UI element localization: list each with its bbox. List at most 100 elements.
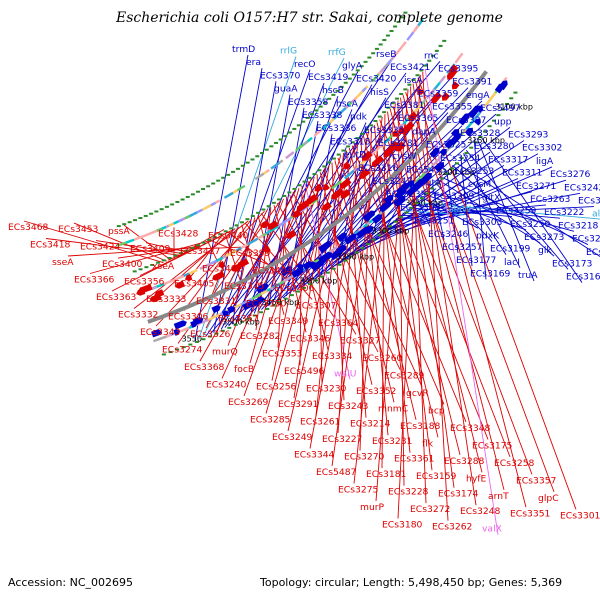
feature-block [313, 128, 323, 137]
gene-label: ECs3365 [398, 113, 439, 124]
cds-dot [343, 259, 348, 262]
cds-dot [287, 131, 292, 134]
feature-block [201, 204, 212, 211]
gene-label: ECs3250 [510, 219, 551, 230]
cds-dot [178, 252, 183, 255]
reverse-gene-arrow [398, 126, 407, 134]
cds-dot [201, 241, 206, 244]
feature-block [270, 161, 280, 170]
cds-dot [259, 151, 264, 154]
gene-label: rseB [376, 49, 397, 60]
reverse-gene-arrow [359, 168, 371, 179]
cds-dot [295, 290, 300, 293]
gene-label: ECs3328 [460, 128, 501, 139]
feature-block [425, 88, 436, 100]
leader-line [405, 91, 555, 493]
gene-label: ECs3318 [330, 136, 371, 147]
gene-label: engA [466, 90, 490, 101]
leader-line [211, 226, 239, 296]
cds-dot [327, 97, 332, 100]
leader-line [331, 116, 383, 467]
feature-block [124, 238, 135, 245]
kbp-tick: 3350 kbp [336, 253, 374, 262]
kbp-tick: 3200 kbp [437, 168, 475, 177]
cds-dot [423, 64, 428, 67]
kbp-tick-labels: 3550 3500 kbp 3450 kbp 3400 kbp 3350 kbp 3300… [182, 102, 533, 343]
cds-dot [360, 247, 365, 250]
cds-dot [308, 283, 313, 286]
gene-label: ECs3308 [400, 202, 441, 213]
reverse-gene-arrow [260, 220, 270, 229]
cds-dot [138, 217, 143, 220]
cds-dot [373, 119, 378, 122]
cds-dot [313, 279, 318, 282]
gene-label: murQ [212, 347, 238, 358]
reverse-gene-arrow [267, 220, 279, 230]
reverse-gene-arrow [431, 91, 442, 104]
feature-block [356, 158, 368, 169]
gene-label: ECs3280 [474, 141, 515, 152]
gene-label: walU [334, 368, 356, 379]
cds-dot [132, 270, 137, 273]
gene-label: alaW [448, 204, 471, 215]
cds-dot [385, 34, 390, 37]
leader-line [133, 220, 249, 309]
gene-label: hisS [370, 87, 389, 98]
forward-gene-arrow [151, 329, 162, 338]
gene-label: ECs3214 [350, 419, 391, 430]
gene-label: ECs3370 [260, 70, 301, 81]
cds-dot [367, 56, 372, 59]
gene-label: ECs3249 [272, 432, 313, 443]
cds-dot [322, 165, 327, 168]
cds-dot [331, 267, 336, 270]
cds-dot [500, 108, 505, 111]
cds-dot [404, 211, 409, 214]
cds-dot [491, 119, 496, 122]
cds-dot [349, 255, 354, 258]
forward-gene-arrow [311, 259, 325, 272]
leader-line [337, 140, 359, 434]
leader-line [89, 238, 216, 274]
leader-line [412, 83, 477, 506]
cds-dot [378, 43, 383, 46]
cds-dot [434, 49, 439, 52]
feature-block [454, 52, 464, 64]
forward-gene-arrow [371, 214, 383, 225]
forward-gene-arrow [190, 320, 198, 328]
gene-label: iscA [404, 75, 423, 86]
gene-label: murP [360, 502, 385, 513]
gene-label: ECs3326 [190, 329, 231, 340]
cds-dot [414, 202, 419, 205]
gene-label: ECs3258 [494, 458, 535, 469]
gene-label: ECs3262 [432, 522, 472, 533]
cds-dot [252, 314, 257, 317]
cds-dot [246, 317, 251, 320]
cds-dot [339, 85, 344, 88]
gene-label: cysW [392, 151, 416, 162]
gene-label: ECs3381 [384, 100, 424, 111]
cds-dot [264, 148, 269, 151]
feature-block [392, 48, 401, 58]
leader-line [287, 142, 356, 432]
gene-label: alaX [592, 209, 600, 220]
forward-gene-arrow [173, 329, 181, 336]
reverse-gene-arrow [371, 155, 385, 167]
cds-dot [245, 218, 250, 221]
gene-label: ECs3361 [394, 454, 434, 465]
cds-dot [250, 158, 255, 161]
leader-line [426, 190, 575, 232]
gene-label: ECs3334 [312, 351, 353, 362]
forward-gene-arrow [393, 195, 406, 208]
gene-label: ECs3199 [490, 244, 531, 255]
gene-label: ECs3345 [224, 281, 265, 292]
gene-label: recO [294, 59, 316, 70]
gene-label: ECs5497 [480, 103, 521, 114]
gene-label: era [246, 57, 261, 68]
reverse-gene-arrow [383, 147, 394, 158]
leader-line [402, 94, 505, 490]
gene-label: ECs3306 [168, 312, 209, 323]
gene-label: focB [234, 364, 254, 375]
cds-dot [266, 205, 271, 208]
cds-dot [296, 124, 301, 127]
leader-line [424, 68, 499, 535]
